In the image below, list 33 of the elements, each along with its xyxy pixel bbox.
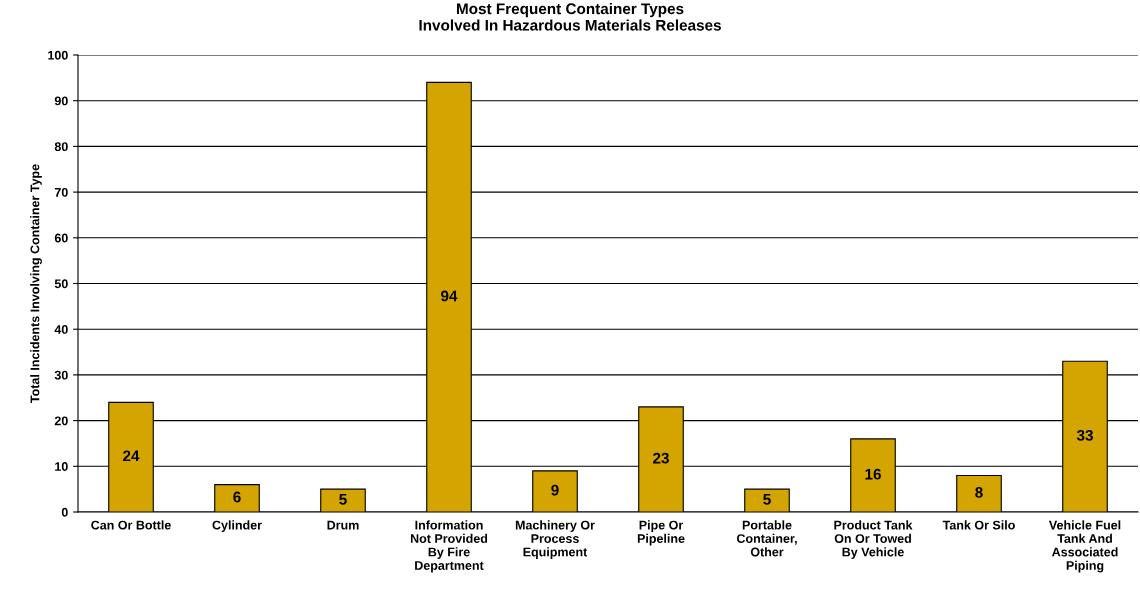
y-tick-label: 50 — [54, 279, 68, 289]
y-tick-label: 0 — [61, 507, 68, 517]
data-label: 5 — [763, 494, 771, 505]
x-tick-label: Vehicle Fuel Tank And Associated Piping — [1048, 520, 1121, 573]
x-tick-label: Cylinder — [212, 520, 262, 532]
x-tick-label: Portable Container, Other — [736, 520, 797, 557]
y-tick-label: 40 — [54, 325, 68, 334]
y-tick-label: 20 — [54, 416, 68, 426]
x-tick-label: Machinery Or Process Equipment — [515, 520, 595, 559]
data-label: 23 — [653, 452, 669, 464]
x-tick-label: Tank Or Silo — [942, 520, 1015, 530]
y-axis-title: Total Incidents Involving Container Type — [30, 164, 42, 403]
x-tick-label: Can Or Bottle — [91, 520, 171, 530]
data-label: 9 — [551, 484, 559, 496]
y-tick-label: 10 — [55, 462, 68, 471]
y-tick-label: 80 — [54, 142, 68, 152]
data-label: 6 — [233, 491, 241, 503]
chart-title: Most Frequent Container Types Involved In Hazardous Materials Releases — [419, 2, 721, 31]
x-tick-label: Pipe Or Pipeline — [637, 520, 685, 546]
data-label: 8 — [975, 487, 983, 498]
data-label: 16 — [865, 468, 881, 480]
data-label: 24 — [123, 450, 140, 462]
data-label: 94 — [441, 290, 458, 302]
data-label: 5 — [339, 494, 347, 505]
data-label: 33 — [1076, 429, 1093, 441]
x-tick-label: Drum — [327, 520, 359, 530]
x-tick-label: Product Tank On Or Towed By Vehicle — [834, 520, 913, 559]
y-tick-label: 70 — [54, 187, 68, 197]
y-tick-label: 60 — [54, 233, 68, 243]
x-tick-label: Information Not Provided By Fire Department — [410, 520, 488, 573]
y-tick-label: 100 — [48, 50, 68, 60]
y-tick-label: 90 — [54, 96, 68, 106]
y-tick-label: 30 — [54, 370, 68, 380]
